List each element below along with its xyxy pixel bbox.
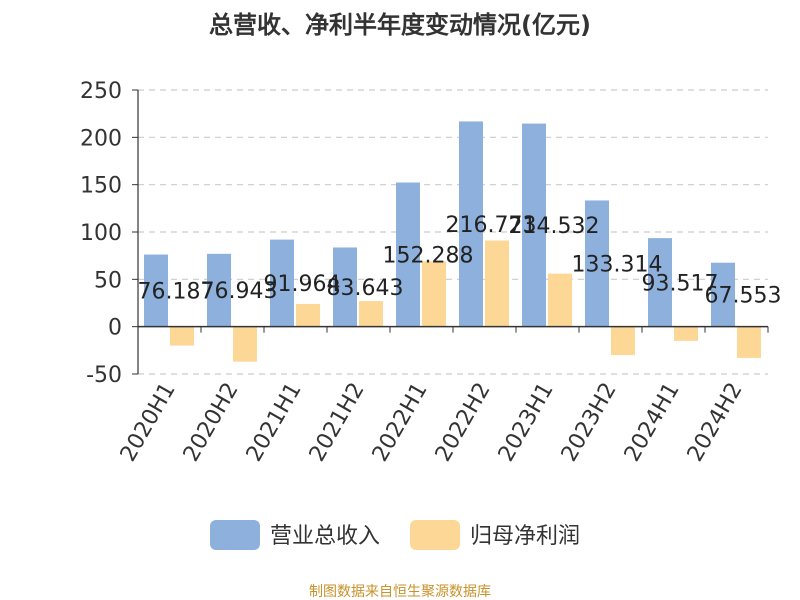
bar-net-profit-2022H2[interactable]: [485, 240, 509, 327]
x-tick-label: 2023H2: [557, 379, 622, 466]
y-tick-label: 50: [94, 268, 122, 293]
legend-label-net-profit[interactable]: 归母净利润: [470, 524, 580, 549]
bar-net-profit-2023H1[interactable]: [548, 273, 572, 327]
data-label-revenue-2023H1: 214.532: [509, 214, 600, 239]
bar-revenue-2023H1[interactable]: [522, 123, 546, 327]
x-tick-label: 2021H1: [242, 379, 307, 466]
bar-net-profit-2021H1[interactable]: [296, 303, 320, 327]
bar-net-profit-2024H2[interactable]: [737, 326, 761, 358]
data-label-revenue-2021H2: 83.643: [327, 276, 404, 301]
x-tick-label: 2021H2: [305, 379, 370, 466]
bar-net-profit-2024H1[interactable]: [674, 326, 698, 341]
legend: 营业总收入 归母净利润: [210, 520, 580, 550]
data-label-revenue-2022H2: 216.773: [446, 213, 537, 238]
bar-revenue-2021H2[interactable]: [333, 247, 357, 327]
chart-title: 总营收、净利半年度变动情况(亿元): [209, 11, 591, 39]
grid-layer: [138, 89, 768, 375]
bar-revenue-2022H1[interactable]: [396, 182, 420, 327]
x-tick-label: 2022H1: [368, 379, 433, 466]
y-tick-label: 250: [80, 79, 122, 104]
x-tick-label: 2020H2: [179, 379, 244, 466]
data-label-revenue-2023H2: 133.314: [572, 253, 663, 278]
x-tick-label: 2023H1: [494, 379, 559, 466]
x-tick-label: 2022H2: [431, 379, 496, 466]
bar-revenue-2024H2[interactable]: [711, 262, 735, 327]
y-tick-label: 0: [108, 316, 122, 341]
x-tick-label: 2024H2: [683, 379, 748, 466]
bar-revenue-2023H2[interactable]: [585, 200, 609, 327]
data-label-revenue-2021H1: 91.964: [264, 272, 341, 297]
data-label-revenue-2020H1: 76.187: [138, 280, 215, 305]
source-note: 制图数据来自恒生聚源数据库: [309, 584, 491, 600]
x-tick-label: 2024H1: [620, 379, 685, 466]
data-label-revenue-2020H2: 76.943: [201, 279, 278, 304]
y-tick-label: -50: [86, 363, 122, 388]
legend-label-revenue[interactable]: 营业总收入: [270, 524, 380, 549]
bar-net-profit-2021H2[interactable]: [359, 301, 383, 327]
bar-revenue-2020H2[interactable]: [207, 253, 231, 327]
x-tick-label: 2020H1: [116, 379, 181, 466]
legend-swatch-revenue[interactable]: [210, 520, 260, 550]
data-label-revenue-2024H2: 67.553: [705, 284, 782, 309]
bar-net-profit-2020H1[interactable]: [170, 326, 194, 346]
bar-revenue-2024H1[interactable]: [648, 238, 672, 327]
bar-net-profit-2020H2[interactable]: [233, 326, 257, 362]
bar-net-profit-2022H1[interactable]: [422, 261, 446, 327]
legend-swatch-net-profit[interactable]: [410, 520, 460, 550]
data-label-revenue-2024H1: 93.517: [642, 271, 719, 296]
bar-revenue-2021H1[interactable]: [270, 239, 294, 327]
data-label-revenue-2022H1: 152.288: [383, 244, 474, 269]
bar-revenue-2022H2[interactable]: [459, 121, 483, 327]
bar-revenue-2020H1[interactable]: [144, 254, 168, 327]
y-tick-label: 150: [80, 174, 122, 199]
y-tick-label: 200: [80, 126, 122, 151]
bars-layer: [144, 121, 761, 362]
y-tick-label: 100: [80, 221, 122, 246]
bar-net-profit-2023H2[interactable]: [611, 326, 635, 356]
